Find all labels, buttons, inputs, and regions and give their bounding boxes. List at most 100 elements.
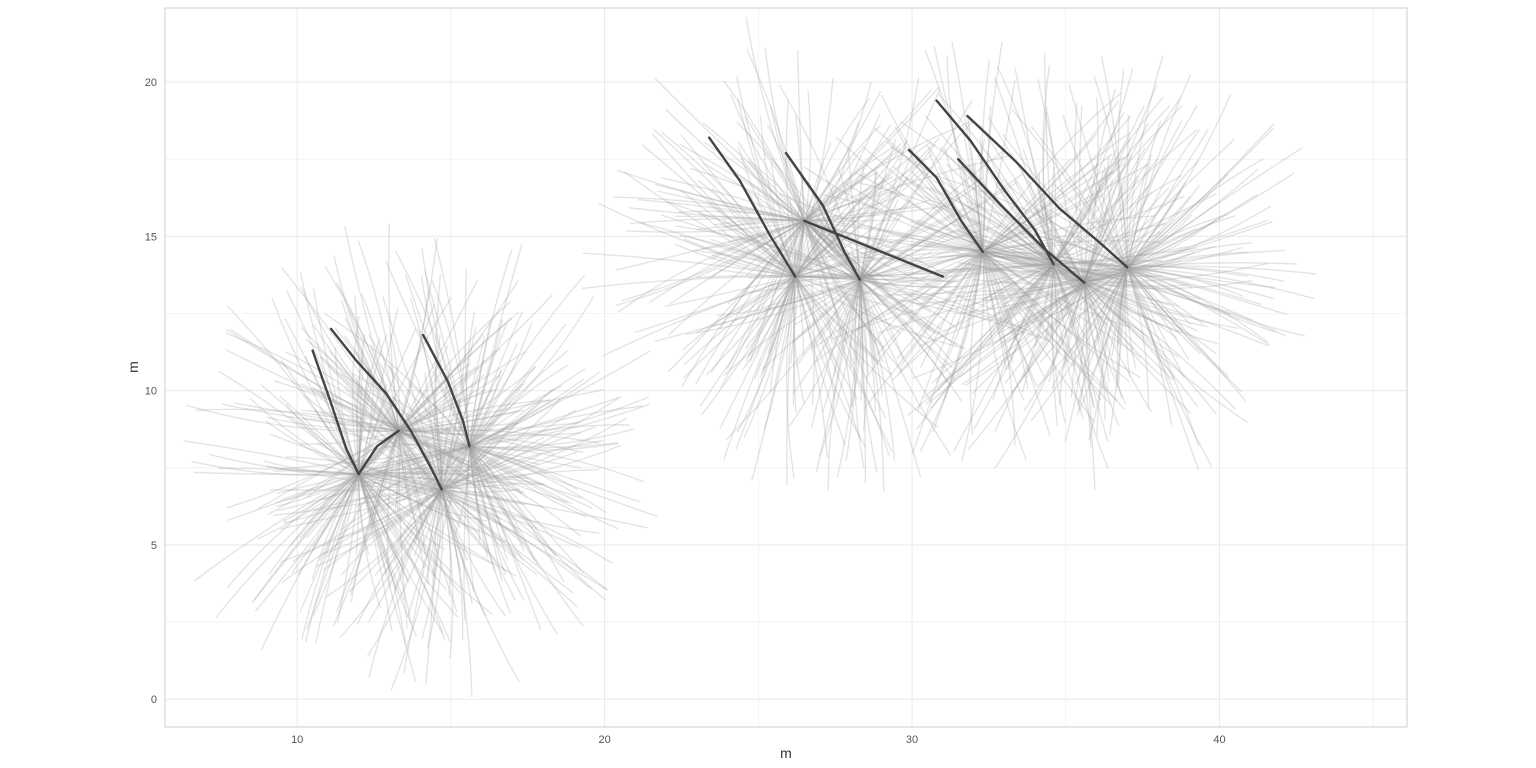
faint-branch-line xyxy=(981,263,1054,301)
faint-branch-line xyxy=(803,220,942,331)
faint-branch-line xyxy=(964,266,1128,387)
faint-branch-line xyxy=(837,168,861,280)
faint-branch-line xyxy=(859,250,933,281)
faint-branch-line xyxy=(356,488,443,625)
faint-branch-line xyxy=(1126,266,1270,346)
faint-branch-line xyxy=(794,276,893,376)
faint-branch-line xyxy=(441,488,582,549)
faint-branch-line xyxy=(864,237,1054,265)
faint-branch-line xyxy=(695,220,805,385)
faint-branch-line xyxy=(1037,78,1085,283)
faint-branch-line xyxy=(1083,179,1120,283)
faint-branch-line xyxy=(815,251,984,363)
faint-branch-line xyxy=(982,251,1119,402)
faint-branch-line xyxy=(628,207,805,222)
faint-branch-line xyxy=(648,220,805,304)
faint-branch-line xyxy=(794,279,861,326)
faint-branch-line xyxy=(441,488,608,591)
faint-branch-line xyxy=(468,369,503,447)
faint-branch-line xyxy=(398,430,485,496)
faint-branch-line xyxy=(794,174,892,278)
faint-branch-line xyxy=(982,251,1028,461)
faint-branch-line xyxy=(425,489,443,685)
faint-branch-line xyxy=(736,121,861,280)
faint-branch-line xyxy=(337,470,442,491)
faint-branch-line xyxy=(859,279,877,413)
faint-branch-line xyxy=(352,390,360,475)
faint-branch-line xyxy=(859,279,865,365)
faint-branch-line xyxy=(679,133,796,277)
x-tick-label: 30 xyxy=(906,734,918,746)
faint-branch-line xyxy=(1042,65,1055,265)
faint-branch-line xyxy=(468,323,567,447)
faint-branch-line xyxy=(398,430,471,484)
faint-branch-line xyxy=(358,473,382,609)
faint-branch-line xyxy=(1083,193,1130,283)
faint-branch-line xyxy=(778,84,861,280)
faint-branch-line xyxy=(421,489,443,639)
faint-branch-line xyxy=(1083,281,1217,355)
faint-branch-line xyxy=(795,274,951,283)
faint-branch-line xyxy=(1074,266,1128,386)
faint-branch-line xyxy=(344,317,400,432)
faint-branch-line xyxy=(853,279,865,469)
faint-branch-line xyxy=(334,347,360,475)
faint-branch-line xyxy=(468,445,528,500)
faint-branch-line xyxy=(333,254,400,432)
faint-branch-line xyxy=(854,251,983,260)
faint-branch-line xyxy=(982,194,1102,253)
faint-branch-line xyxy=(937,263,1055,391)
faint-branch-line xyxy=(1068,266,1128,324)
faint-branch-line xyxy=(683,238,796,278)
faint-branch-line xyxy=(982,80,1016,252)
faint-branch-line xyxy=(815,279,861,472)
faint-branch-line xyxy=(794,276,861,439)
y-axis-ticks: 0 5 10 15 20 xyxy=(145,77,157,706)
faint-branch-line xyxy=(358,444,467,475)
faint-branch-line xyxy=(468,446,524,561)
faint-branch-line xyxy=(1084,246,1243,284)
faint-branch-line xyxy=(358,473,397,590)
faint-branch-line xyxy=(358,473,402,566)
faint-branch-line xyxy=(761,276,796,373)
faint-branch-line xyxy=(859,279,867,484)
faint-branch-line xyxy=(340,372,470,447)
faint-branch-line xyxy=(900,251,984,367)
faint-branch-line xyxy=(1126,266,1230,378)
faint-branch-line xyxy=(982,251,1008,371)
faint-branch-line xyxy=(358,473,525,493)
faint-branch-line xyxy=(910,220,1054,265)
faint-branch-line xyxy=(358,472,530,480)
faint-branch-line xyxy=(1052,263,1108,326)
faint-branch-line xyxy=(1013,180,1085,284)
faint-branch-line xyxy=(279,445,470,470)
faint-branch-line xyxy=(1084,251,1196,284)
faint-branch-line xyxy=(280,266,400,432)
faint-branch-line xyxy=(749,220,806,362)
faint-branch-line xyxy=(794,147,907,278)
faint-branch-line xyxy=(789,279,861,426)
faint-branch-line xyxy=(685,278,861,335)
faint-branch-line xyxy=(398,428,600,444)
stem-line xyxy=(422,333,471,448)
faint-branch-line xyxy=(1052,122,1149,265)
faint-branch-line xyxy=(882,263,1054,285)
faint-branch-line xyxy=(394,489,443,591)
faint-branch-line xyxy=(661,131,796,277)
faint-branch-line xyxy=(358,473,499,499)
faint-branch-line xyxy=(1004,282,1085,384)
faint-branch-line xyxy=(681,220,805,388)
faint-branch-line xyxy=(394,445,470,549)
faint-branch-line xyxy=(962,263,1054,312)
faint-branch-line xyxy=(987,116,1085,283)
faint-branch-line xyxy=(669,220,805,305)
faint-branch-line xyxy=(358,369,370,475)
faint-branch-line xyxy=(397,430,408,629)
faint-branch-line xyxy=(635,275,796,334)
faint-branch-line xyxy=(582,275,796,290)
faint-branch-line xyxy=(936,251,984,384)
faint-branch-line xyxy=(1096,266,1128,437)
faint-branch-line xyxy=(958,229,1054,265)
faint-branch-line xyxy=(397,430,461,521)
faint-branch-line xyxy=(949,222,1054,265)
